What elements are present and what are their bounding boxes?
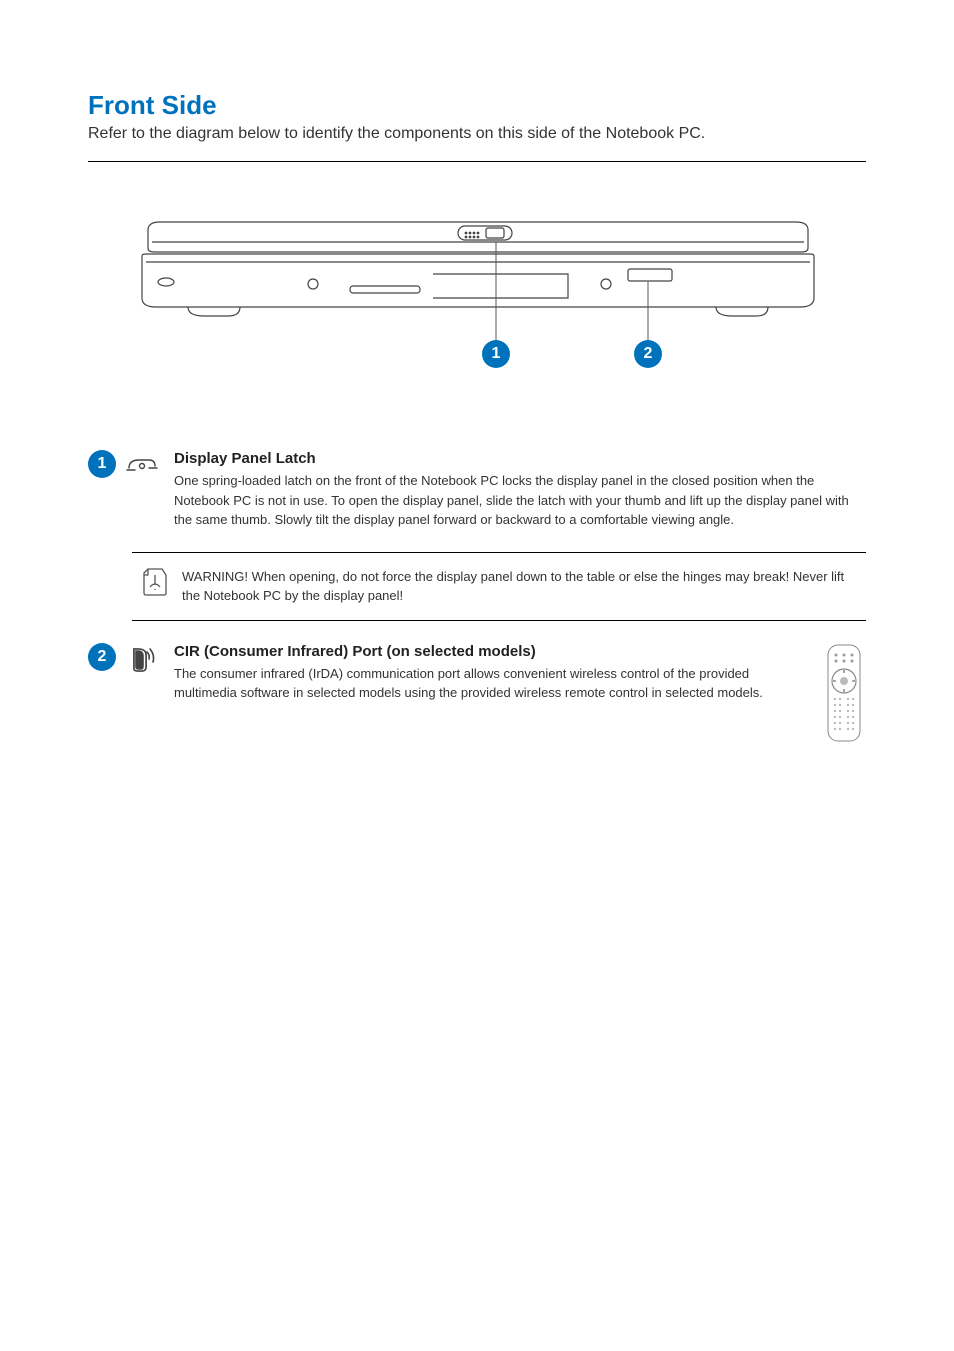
item-badge: 2 <box>88 643 116 671</box>
remote-block: CIR (Consumer Infrared) Port (on selecte… <box>174 643 866 748</box>
marker-num: 1 <box>492 345 501 363</box>
item-body: Display Panel Latch One spring-loaded la… <box>174 450 866 530</box>
item-badge: 1 <box>88 450 116 478</box>
warning-text: WARNING! When opening, do not force the … <box>182 567 856 606</box>
item-text: The consumer infrared (IrDA) communicati… <box>174 664 812 703</box>
marker-num: 2 <box>644 345 653 363</box>
diagram-marker-2: 2 <box>634 340 662 368</box>
item-title: Display Panel Latch <box>174 450 866 467</box>
header-section: Front Side Refer to the diagram below to… <box>88 90 866 162</box>
page-content: Front Side Refer to the diagram below to… <box>0 0 954 748</box>
remote-control-image <box>822 643 866 748</box>
warning-icon <box>142 567 172 602</box>
item-body: CIR (Consumer Infrared) Port (on selecte… <box>174 643 812 703</box>
item-text: One spring-loaded latch on the front of … <box>174 471 866 530</box>
item-1: 1 Display Panel Latch One spring-loaded … <box>88 450 866 530</box>
page-subtitle: Refer to the diagram below to identify t… <box>88 125 866 143</box>
latch-icon <box>122 452 162 476</box>
cir-icon <box>122 645 162 673</box>
diagram-marker-1: 1 <box>482 340 510 368</box>
item-title: CIR (Consumer Infrared) Port (on selecte… <box>174 643 812 660</box>
item-2: 2 CIR (Consumer Infrared) Port (on selec… <box>88 643 866 748</box>
front-diagram: 1 2 <box>88 212 866 432</box>
laptop-front-svg <box>88 212 868 382</box>
warning-note: WARNING! When opening, do not force the … <box>132 552 866 621</box>
item-badge-num: 2 <box>98 648 107 666</box>
item-badge-num: 1 <box>98 455 107 473</box>
page-title: Front Side <box>88 90 866 121</box>
